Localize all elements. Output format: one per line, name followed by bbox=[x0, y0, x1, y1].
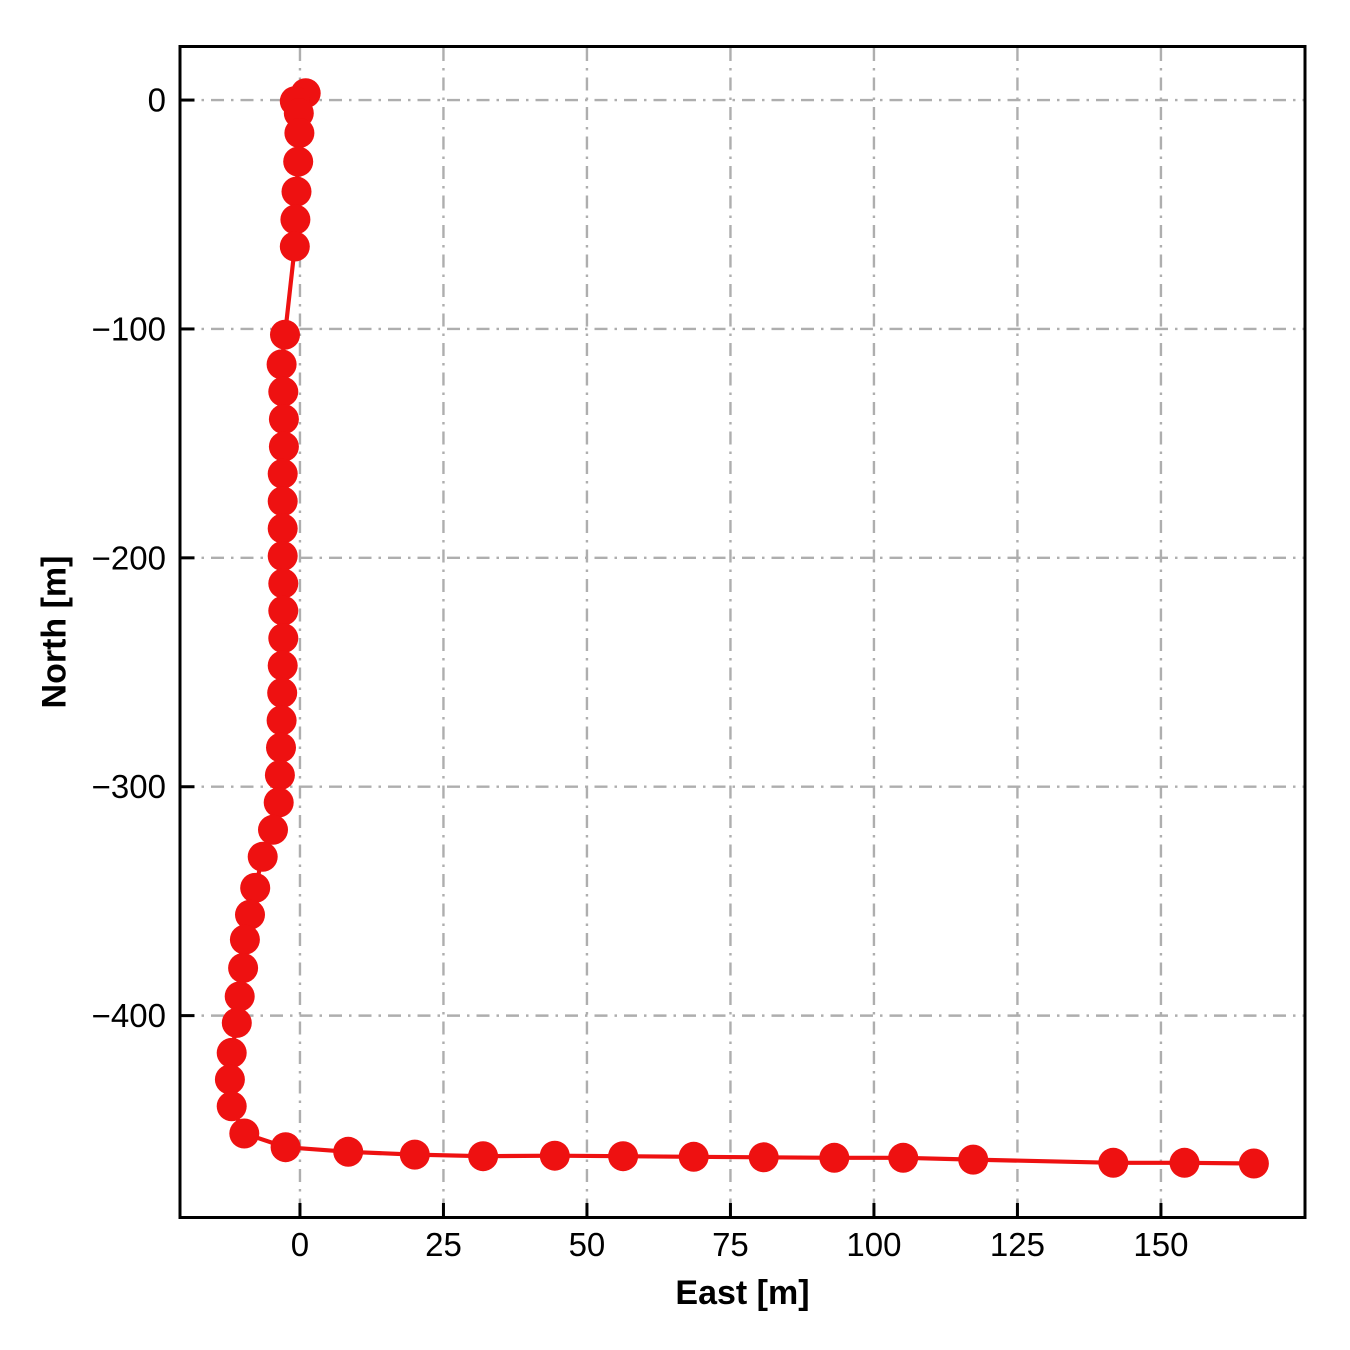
data-point-marker bbox=[267, 458, 298, 489]
data-point-marker bbox=[268, 595, 299, 626]
data-point-marker bbox=[678, 1141, 709, 1172]
y-tick-label: −200 bbox=[92, 539, 166, 576]
data-point-marker bbox=[229, 924, 260, 955]
data-point-marker bbox=[267, 677, 298, 708]
data-point-marker bbox=[266, 732, 296, 763]
data-point-marker bbox=[468, 1141, 499, 1172]
data-point-marker bbox=[229, 1118, 260, 1149]
data-point-marker bbox=[263, 787, 294, 818]
data-point-marker bbox=[280, 204, 311, 235]
data-point-marker bbox=[748, 1142, 779, 1173]
data-point-marker bbox=[279, 231, 310, 262]
data-point-marker bbox=[216, 1091, 247, 1122]
x-tick-label: 25 bbox=[425, 1226, 462, 1263]
data-point-marker bbox=[268, 404, 299, 435]
y-tick-label: −400 bbox=[92, 997, 166, 1034]
data-point-marker bbox=[281, 176, 312, 207]
data-point-marker bbox=[399, 1139, 430, 1170]
y-axis-label: North [m] bbox=[35, 555, 74, 709]
data-point-marker bbox=[1098, 1147, 1129, 1178]
data-point-marker bbox=[268, 431, 299, 462]
y-tick-label: 0 bbox=[148, 82, 166, 119]
data-point-marker bbox=[608, 1141, 639, 1172]
data-point-marker bbox=[258, 814, 288, 845]
y-tick-label: −100 bbox=[92, 310, 166, 347]
data-point-marker bbox=[216, 1037, 247, 1068]
x-tick-label: 50 bbox=[569, 1226, 606, 1263]
data-point-marker bbox=[819, 1142, 850, 1173]
data-point-marker bbox=[270, 319, 300, 350]
data-point-marker bbox=[333, 1136, 364, 1167]
data-point-marker bbox=[221, 1007, 252, 1038]
x-tick-label: 75 bbox=[712, 1226, 749, 1263]
data-point-marker bbox=[539, 1140, 570, 1171]
data-point-marker bbox=[958, 1144, 989, 1175]
data-point-marker bbox=[268, 376, 299, 407]
data-point-marker bbox=[267, 541, 298, 571]
x-tick-label: 150 bbox=[1133, 1226, 1188, 1263]
data-point-marker bbox=[264, 760, 295, 791]
data-point-marker bbox=[266, 349, 297, 380]
data-point-marker bbox=[268, 568, 299, 599]
trajectory-line bbox=[227, 91, 1257, 1166]
data-point-marker bbox=[888, 1142, 919, 1173]
data-point-marker bbox=[268, 623, 299, 654]
data-point-marker bbox=[247, 841, 278, 872]
data-point-marker bbox=[1238, 1148, 1269, 1179]
data-point-marker bbox=[1169, 1147, 1200, 1178]
data-point-marker bbox=[267, 513, 298, 544]
x-tick-label: 100 bbox=[846, 1226, 901, 1263]
data-point-marker bbox=[270, 1132, 301, 1163]
data-point-marker bbox=[228, 953, 259, 983]
x-tick-label: 0 bbox=[291, 1226, 309, 1263]
data-point-marker bbox=[267, 486, 298, 517]
data-point-marker bbox=[240, 872, 271, 903]
y-tick-label: −300 bbox=[92, 768, 166, 805]
x-axis-label: East [m] bbox=[675, 1274, 810, 1312]
x-tick-label: 125 bbox=[990, 1226, 1045, 1263]
data-point-marker bbox=[283, 146, 314, 177]
data-point-marker bbox=[235, 899, 265, 930]
data-point-marker bbox=[266, 705, 297, 736]
data-point-marker bbox=[224, 981, 255, 1012]
data-point-marker bbox=[267, 650, 298, 681]
axes-spines bbox=[178, 45, 1307, 1219]
data-point-marker bbox=[284, 118, 315, 148]
data-point-marker bbox=[214, 1064, 245, 1095]
